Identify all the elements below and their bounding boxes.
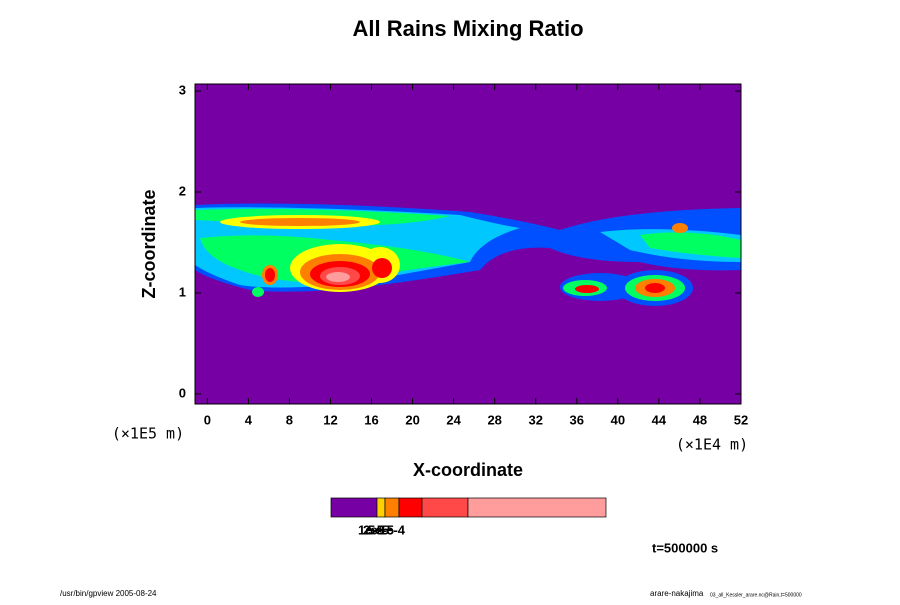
colorbar-cell [421, 497, 469, 518]
x-tick-label: 24 [446, 412, 461, 427]
x-tick-label: 0 [204, 412, 211, 427]
y-tick-label: 3 [179, 83, 186, 98]
time-label: t=500000 s [652, 540, 718, 555]
y-tick-label: 0 [179, 385, 186, 400]
colorbar-cell [330, 497, 378, 518]
y-tick-label: 1 [179, 284, 186, 299]
x-tick-label: 40 [611, 412, 625, 427]
y-tick-label: 2 [179, 183, 186, 198]
colorbar-cell [384, 497, 400, 518]
colorbar-cell [376, 497, 386, 518]
colorbar-label: 5e-5 [368, 522, 394, 537]
x-tick-label: 32 [529, 412, 543, 427]
y-axis-label: Z-coordinate [139, 189, 159, 298]
x-tick-label: 4 [245, 412, 253, 427]
y-unit: (×1E5 m) [112, 425, 184, 443]
colorbar-label: 1e-5 [358, 522, 384, 537]
x-tick-label: 28 [487, 412, 501, 427]
x-tick-label: 8 [286, 412, 293, 427]
x-tick-label: 52 [734, 412, 748, 427]
x-axis-label: X-coordinate [413, 460, 523, 480]
x-tick-label: 36 [570, 412, 584, 427]
x-tick-label: 48 [693, 412, 707, 427]
colorbar-cell [467, 497, 607, 518]
colorbar-label: 1e-4 [379, 522, 406, 537]
x-tick-label: 20 [405, 412, 419, 427]
contour-field [195, 203, 741, 306]
x-tick-label: 12 [323, 412, 337, 427]
chart-title: All Rains Mixing Ratio [352, 16, 583, 41]
x-unit: (×1E4 m) [676, 436, 748, 454]
plot-frame [194, 83, 742, 405]
colorbar-cell [398, 497, 423, 518]
footer-right: arare-nakajima [650, 589, 704, 598]
x-tick-label: 16 [364, 412, 378, 427]
footer-left: /usr/bin/gpview 2005-08-24 [60, 589, 157, 598]
colorbar-label: 2e-5 [363, 522, 389, 537]
footer-right-small: 03_all_Kessler_arare.nc@Rain,t=500000 [710, 592, 802, 598]
x-tick-label: 44 [652, 412, 667, 427]
